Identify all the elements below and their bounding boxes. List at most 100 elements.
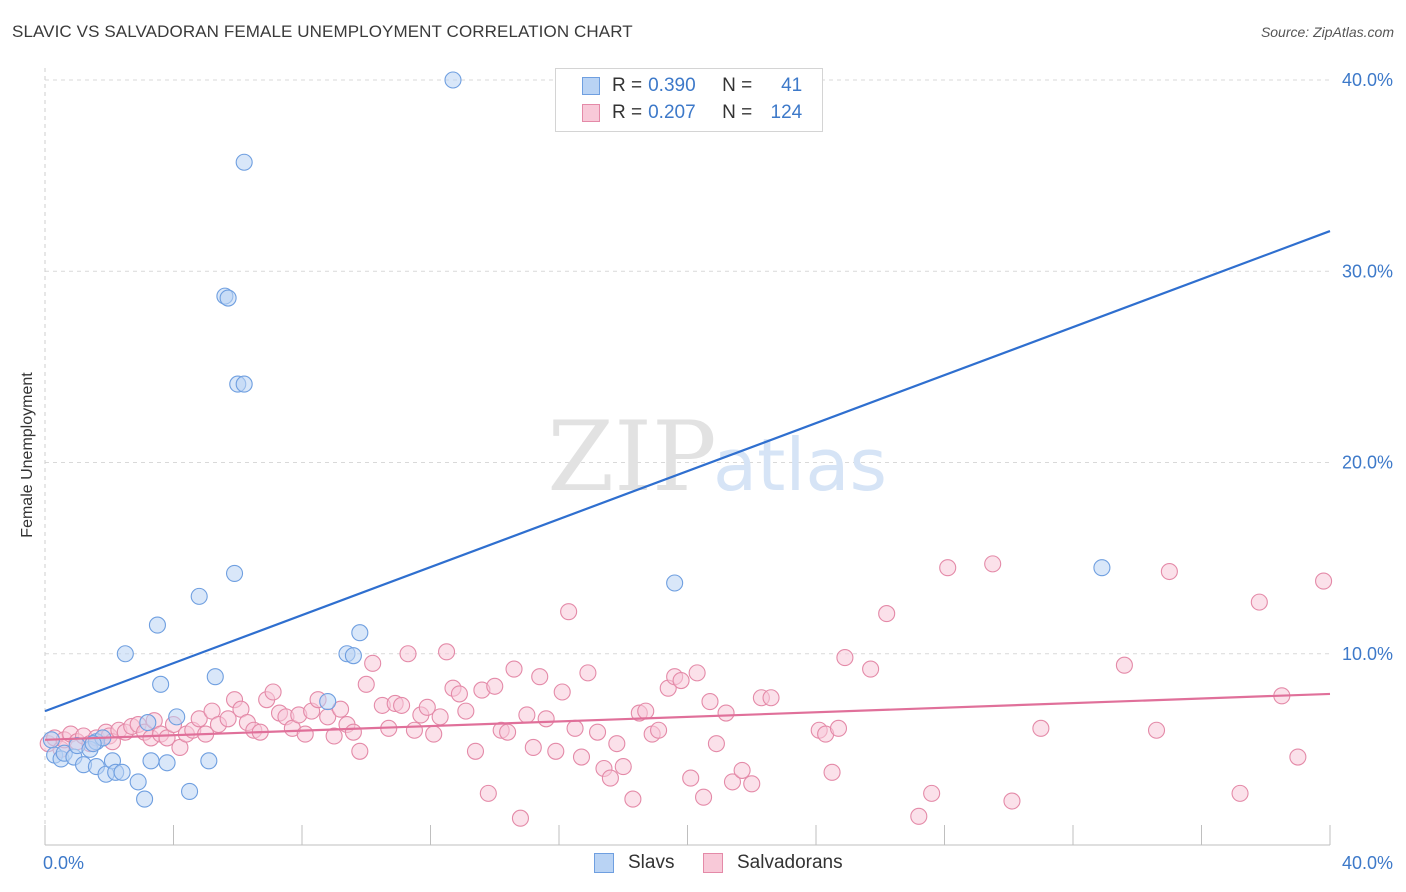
slavs-point xyxy=(200,752,218,770)
salvadorans-point xyxy=(733,761,751,779)
slavs-point xyxy=(190,587,208,605)
salvadorans-point xyxy=(219,710,237,728)
slavs-point xyxy=(139,714,157,732)
salvadorans-point xyxy=(1003,792,1021,810)
y-tick-label: 10.0% xyxy=(1342,644,1393,664)
salvadorans-point xyxy=(614,758,632,776)
salvadorans-point xyxy=(357,675,375,693)
salvadorans-point xyxy=(466,742,485,760)
slavs-point xyxy=(113,763,131,781)
salvadorans-point xyxy=(984,555,1002,573)
salvadorans-point xyxy=(1032,719,1050,737)
salvadorans-point xyxy=(524,738,542,757)
legend-item-salvadorans[interactable]: Salvadorans xyxy=(703,852,843,874)
legend-item-slavs[interactable]: Slavs xyxy=(594,852,674,874)
salvadorans-point xyxy=(511,809,530,827)
r-value: 0.207 xyxy=(648,102,696,123)
slavs-point xyxy=(148,616,166,634)
salvadorans-point xyxy=(695,788,713,806)
slavs-point xyxy=(444,71,462,89)
salvadorans-point xyxy=(344,723,362,741)
r-value: 0.390 xyxy=(648,75,696,96)
r-label: R = xyxy=(612,75,643,96)
salvadorans-point xyxy=(723,773,742,791)
salvadorans-trend-line xyxy=(44,692,1331,741)
salvadorans-point xyxy=(862,660,880,678)
salvadorans-point xyxy=(431,708,449,726)
salvadorans-point xyxy=(438,643,456,661)
salvadorans-point xyxy=(743,775,761,793)
salvadorans-point xyxy=(1315,572,1333,590)
watermark-zip: ZIP xyxy=(547,401,716,513)
n-label: N = xyxy=(722,75,753,96)
axis-layer xyxy=(44,68,1331,846)
salvadorans-point xyxy=(1250,593,1268,611)
salvadorans-point xyxy=(296,725,314,743)
salvadorans-point xyxy=(405,721,423,739)
salvadorans-point xyxy=(499,723,517,741)
slavs-point xyxy=(344,647,362,665)
salvadorans-point xyxy=(650,721,668,739)
slavs-point xyxy=(152,675,170,693)
r-label: R = xyxy=(612,102,643,123)
legend-label-slavs: Slavs xyxy=(628,852,675,873)
salvadorans-point xyxy=(351,742,369,760)
salvadorans-point xyxy=(1115,656,1133,674)
slavs-trend-line xyxy=(44,230,1331,713)
slavs-point xyxy=(351,624,369,642)
salvadorans-point xyxy=(923,784,941,802)
salvadorans-point xyxy=(553,683,571,701)
salvadorans-point xyxy=(672,671,690,690)
x-tick-label: 40.0% xyxy=(1342,853,1393,873)
salvadorans-point xyxy=(364,654,382,672)
salvadorans-point xyxy=(457,702,475,720)
slavs-point xyxy=(219,289,237,307)
salvadorans-point xyxy=(939,559,957,577)
salvadorans-point xyxy=(425,725,443,743)
slavs-point xyxy=(319,693,337,711)
slavs-point xyxy=(116,645,134,663)
watermark: ZIP atlas xyxy=(547,401,887,513)
slavs-point xyxy=(168,708,186,726)
salvadorans-point xyxy=(836,649,854,667)
salvadorans-point xyxy=(624,790,642,808)
salvadorans-point xyxy=(579,664,597,682)
slavs-point xyxy=(142,752,160,770)
salvadorans-point xyxy=(547,742,565,760)
salvadorans-point xyxy=(701,693,719,711)
y-tick-label: 40.0% xyxy=(1342,70,1393,90)
stats-legend: R = 0.390 N = 41 R = 0.207 N = 124 xyxy=(555,68,823,132)
slavs-point xyxy=(158,754,176,772)
label-layer: 10.0% 20.0% 30.0% 40.0% 0.0% 40.0% xyxy=(43,70,1393,873)
salvadorans-point xyxy=(399,645,417,663)
salvadorans-point xyxy=(486,677,504,695)
salvadorans-point xyxy=(331,700,350,718)
salvadorans-point xyxy=(823,763,841,781)
n-label: N = xyxy=(722,102,753,123)
y-tick-label: 20.0% xyxy=(1342,453,1393,473)
n-value: 124 xyxy=(770,102,803,123)
chart-title: SLAVIC VS SALVADORAN FEMALE UNEMPLOYMENT… xyxy=(12,22,633,41)
series-legend: Slavs Salvadorans xyxy=(0,852,1406,878)
salvadorans-point xyxy=(560,603,578,621)
slavs-point xyxy=(136,790,154,808)
salvadorans-point xyxy=(637,702,655,720)
salvadorans-point xyxy=(707,735,725,753)
slavs-legend-swatch-icon xyxy=(594,853,614,873)
salvadorans-point xyxy=(1160,562,1178,581)
watermark-atlas: atlas xyxy=(713,423,887,507)
n-value: 41 xyxy=(781,75,803,96)
salvadorans-point xyxy=(1289,748,1307,766)
salvadorans-point xyxy=(588,723,607,741)
salvadorans-point xyxy=(1147,721,1166,739)
salvadorans-point xyxy=(325,727,343,745)
salvadorans-point xyxy=(190,710,208,728)
salvadorans-point xyxy=(682,769,700,787)
salvadorans-point xyxy=(878,605,896,623)
y-tick-label: 30.0% xyxy=(1342,261,1393,281)
trend-layer xyxy=(44,230,1331,741)
salvadorans-point xyxy=(762,689,780,707)
legend-row-salvadorans: R = 0.207 N = 124 xyxy=(582,101,802,125)
salvadorans-point xyxy=(264,683,282,701)
